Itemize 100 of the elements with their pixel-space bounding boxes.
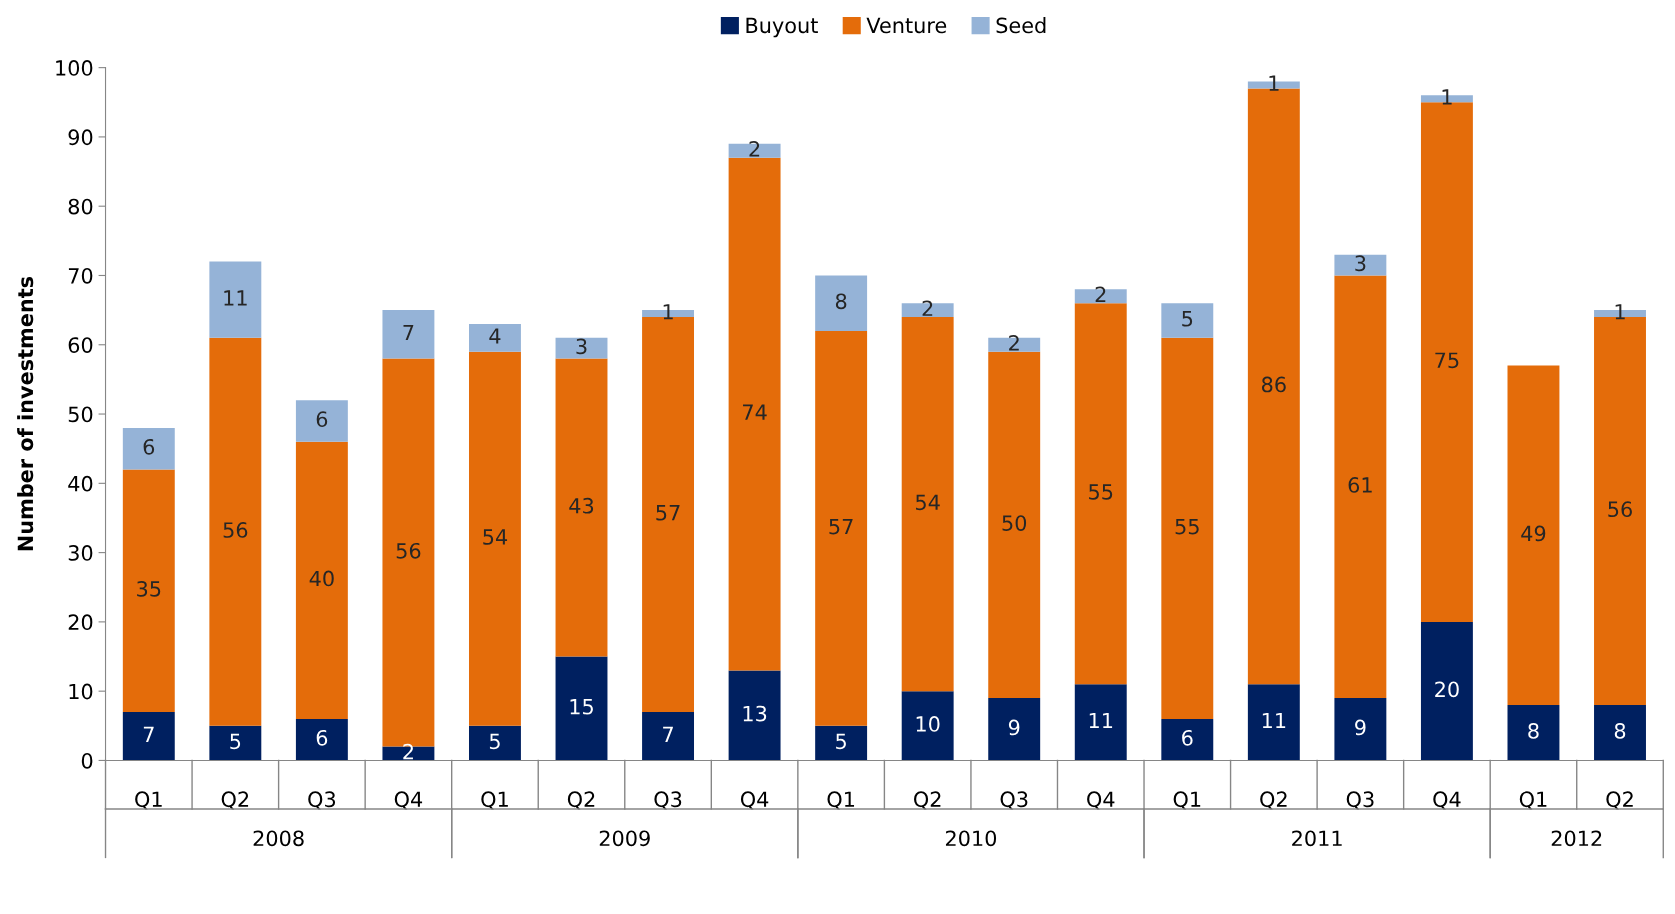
- bar: [555, 358, 608, 657]
- bar: [728, 157, 781, 671]
- data-label: 6: [1182, 729, 1193, 746]
- data-label: 7: [143, 726, 154, 742]
- data-label: 5: [230, 733, 241, 750]
- data-label: 3: [1355, 255, 1366, 272]
- data-label: 50: [1002, 515, 1027, 531]
- legend-label: Venture: [866, 17, 947, 34]
- x-tick-label: Q4: [740, 791, 769, 810]
- y-tick-label: 80: [68, 198, 93, 215]
- data-label: 8: [835, 293, 847, 310]
- y-tick-label: 0: [81, 752, 93, 769]
- bar: [295, 400, 348, 442]
- bar: [382, 310, 435, 359]
- data-label: 10: [916, 716, 940, 732]
- data-label: 56: [1608, 501, 1632, 518]
- data-label: 8: [1528, 723, 1539, 739]
- bar: [728, 670, 781, 761]
- data-label: 43: [569, 497, 594, 514]
- x-tick-label: Q1: [135, 791, 162, 810]
- y-tick-label: 70: [68, 267, 93, 284]
- data-label: 6: [316, 411, 328, 428]
- text: 2012: [1551, 830, 1602, 847]
- data-label: 86: [1262, 376, 1286, 393]
- x-tick-label: Q1: [1519, 791, 1547, 810]
- data-label: 54: [483, 529, 508, 545]
- x-tick-label: Q1: [481, 791, 508, 810]
- bar: [1161, 337, 1214, 719]
- bar: [642, 711, 695, 761]
- x-tick-label: Q1: [1173, 791, 1201, 810]
- data-label: 61: [1348, 477, 1372, 493]
- bar: [1507, 365, 1560, 706]
- bar: [555, 337, 608, 359]
- data-label: 57: [656, 505, 680, 521]
- y-tick-label: 30: [68, 545, 93, 561]
- bar: [1334, 698, 1387, 761]
- bar: [901, 691, 954, 761]
- data-label: 35: [137, 581, 161, 597]
- text: 2008: [253, 830, 304, 847]
- y-tick-label: 50: [68, 406, 93, 423]
- bar: [815, 330, 868, 726]
- data-label: 2: [1009, 335, 1019, 351]
- data-label: 2: [749, 141, 760, 157]
- data-label: 11: [224, 290, 247, 306]
- data-label: 2: [403, 743, 413, 760]
- data-label: 9: [1008, 719, 1020, 736]
- bar: [1074, 684, 1127, 761]
- y-tick-label: 60: [68, 337, 93, 353]
- bar: [122, 711, 175, 761]
- bar: [1334, 254, 1387, 276]
- bar: [1507, 705, 1560, 761]
- text: 2010: [945, 830, 997, 847]
- text: 2009: [599, 830, 650, 847]
- x-tick-label: Q1: [827, 791, 855, 810]
- data-label: 57: [829, 518, 853, 535]
- data-label: 75: [1435, 352, 1459, 369]
- bar: [1594, 705, 1646, 761]
- bar: [122, 427, 175, 470]
- bar: [988, 698, 1041, 761]
- data-label: 55: [1175, 518, 1199, 535]
- data-label: 15: [570, 699, 593, 715]
- data-label: 54: [916, 494, 940, 511]
- data-label: 11: [1262, 712, 1286, 729]
- y-tick-label: 20: [68, 614, 93, 631]
- data-label: 3: [576, 338, 587, 355]
- data-label: 2: [1095, 286, 1106, 303]
- bar: [1334, 275, 1387, 699]
- bar: [1247, 684, 1300, 761]
- bar: [209, 725, 262, 761]
- x-tick-label: Q2: [1260, 791, 1287, 810]
- data-label: 9: [1355, 719, 1366, 736]
- x-tick-label: Q3: [1346, 791, 1374, 810]
- legend-label: Seed: [996, 17, 1046, 34]
- data-label: 56: [396, 542, 421, 559]
- bar: [295, 718, 348, 761]
- bar: [1161, 718, 1214, 761]
- bar: [988, 337, 1041, 352]
- x-tick-label: Q4: [1433, 791, 1461, 810]
- bar: [295, 441, 348, 719]
- x-tick-label: Q3: [654, 791, 682, 810]
- x-tick-label: Q2: [1606, 791, 1633, 810]
- data-label: 56: [223, 522, 248, 538]
- bar: [209, 261, 262, 338]
- data-label: 5: [1182, 311, 1193, 327]
- bar: [1420, 621, 1473, 761]
- bar: [469, 323, 521, 352]
- data-label: 8: [1614, 723, 1626, 739]
- y-tick-label: 90: [68, 129, 93, 146]
- x-tick-label: Q4: [1087, 791, 1115, 810]
- bar: [469, 725, 521, 761]
- x-tick-label: Q4: [394, 791, 423, 810]
- data-label: 7: [403, 324, 414, 341]
- y-tick-label: 40: [68, 475, 93, 492]
- bar: [988, 351, 1041, 699]
- bar: [469, 351, 521, 726]
- bar: [1161, 303, 1214, 338]
- data-label: 13: [743, 705, 767, 722]
- y-tick-label: 100: [56, 60, 93, 76]
- data-label: 40: [309, 570, 334, 587]
- bar: [815, 725, 868, 761]
